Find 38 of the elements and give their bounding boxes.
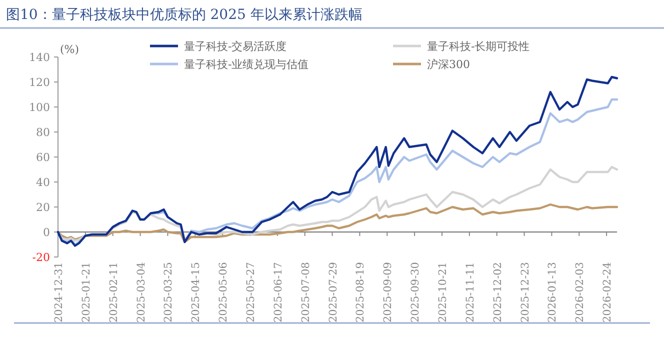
x-tick-label: 2025-07-29: [327, 262, 340, 323]
y-tick-label: 20: [36, 201, 50, 214]
x-tick-label: 2025-04-15: [190, 262, 202, 323]
y-tick-label: 140: [29, 51, 50, 64]
y-axis-title: (%): [60, 43, 80, 56]
line-series: [56, 166, 618, 242]
y-tick-label: 40: [36, 176, 50, 189]
legend-label: 量子科技-长期可投性: [427, 40, 530, 53]
y-tick-label: 60: [36, 151, 50, 164]
legend-label: 量子科技-交易活跃度: [184, 40, 287, 53]
x-tick-label: 2026-02-24: [602, 262, 614, 323]
x-tick-label: 2025-12-23: [519, 262, 532, 323]
y-tick-label: 0: [43, 226, 50, 239]
y-tick-label: 120: [29, 76, 50, 89]
y-tick-label: -20: [32, 251, 50, 264]
x-tick-label: 2024-12-31: [53, 262, 65, 323]
x-tick-label: 2025-01-21: [80, 262, 92, 323]
x-tick-label: 2025-09-09: [382, 262, 394, 323]
x-tick-label: 2026-02-03: [574, 262, 586, 323]
x-tick-label: 2025-02-11: [108, 262, 120, 323]
y-tick-label: 80: [36, 126, 50, 139]
x-tick-label: 2025-11-11: [464, 262, 476, 323]
x-tick-label: 2025-05-06: [218, 262, 230, 323]
legend-label: 量子科技-业绩兑现与估值: [184, 58, 309, 71]
x-tick-label: 2025-09-30: [410, 262, 422, 323]
legend-label: 沪深300: [427, 58, 470, 71]
x-tick-label: 2025-03-04: [135, 262, 148, 323]
x-tick-label: 2025-03-25: [162, 262, 175, 323]
line-series: [56, 203, 618, 244]
chart-title: 图10：量子科技板块中优质标的 2025 年以来累计涨跌幅: [6, 7, 362, 23]
x-tick-label: 2025-08-19: [354, 262, 367, 323]
y-tick-label: 100: [29, 101, 50, 114]
x-tick-label: 2025-12-02: [492, 262, 504, 323]
x-tick-label: 2025-07-08: [300, 262, 312, 323]
x-tick-label: 2025-06-17: [272, 262, 284, 323]
x-tick-label: 2025-10-21: [436, 262, 449, 323]
x-tick-label: 2025-05-27: [244, 262, 257, 323]
x-tick-label: 2026-01-13: [546, 262, 559, 323]
